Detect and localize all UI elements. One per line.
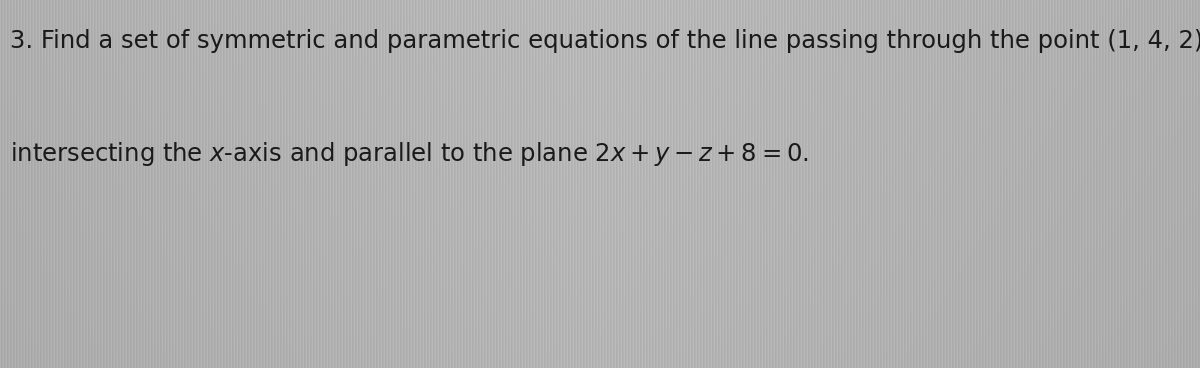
Text: 3. Find a set of symmetric and parametric equations of the line passing through : 3. Find a set of symmetric and parametri… [10, 29, 1200, 53]
Text: intersecting the $x$-axis and parallel to the plane $2x + y - z + 8 = 0$.: intersecting the $x$-axis and parallel t… [10, 140, 809, 168]
